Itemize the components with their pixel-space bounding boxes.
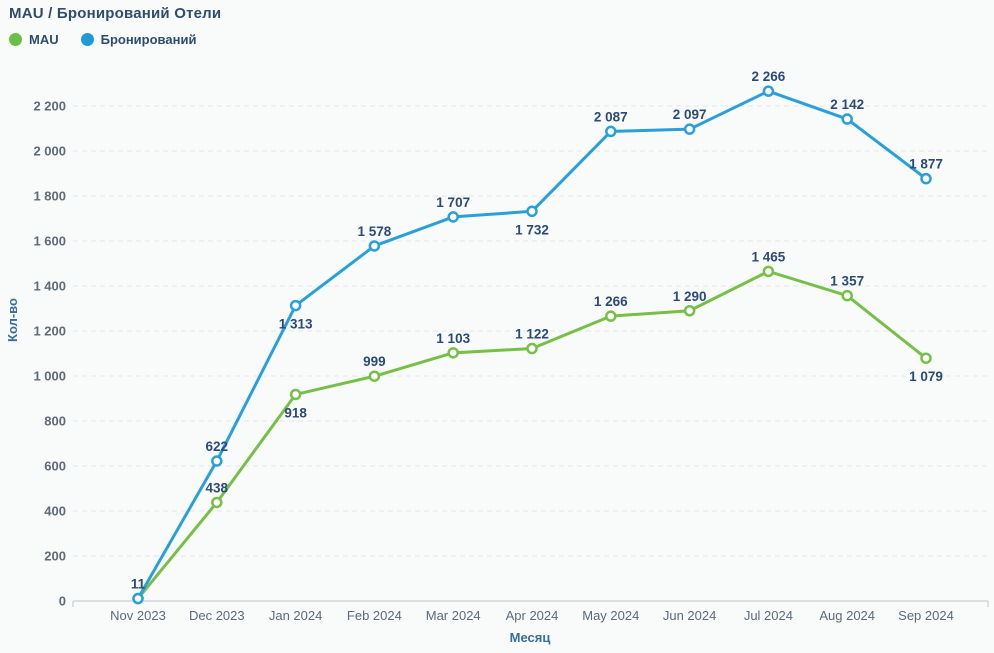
x-tick-label: Jun 2024 [663,608,717,623]
data-label: 1 707 [436,195,470,210]
data-point [211,455,223,467]
x-tick-label: Sep 2024 [898,608,954,623]
data-point [762,85,775,97]
data-point [762,265,775,278]
x-tick-label: Jan 2024 [269,608,323,623]
data-point [841,113,853,125]
y-tick-label: 1 000 [33,369,66,384]
chart-legend: MAU Бронирований [9,32,196,47]
y-tick-label: 1 400 [33,279,66,294]
x-tick-label: Apr 2024 [506,608,559,623]
data-label: 1 357 [830,274,864,289]
y-tick-label: 800 [44,414,66,429]
data-point [447,211,459,223]
y-tick-label: 200 [44,549,66,564]
data-point [132,592,144,605]
data-label: 11 [131,577,146,592]
data-label: 1 266 [594,294,628,309]
series-bookings: 11 622 1 313 1 578 1 707 1 732 2 087 2 097 2 266… [131,69,943,605]
x-tick-label: Aug 2024 [819,608,875,623]
data-label: 438 [206,480,229,495]
data-point [683,305,696,317]
data-label: 1 290 [673,289,707,304]
x-axis-line [72,600,989,607]
data-label: 1 578 [358,224,392,239]
x-tick-label: Mar 2024 [426,608,481,623]
legend-item-mau[interactable]: MAU [9,32,59,47]
data-point [447,347,459,359]
x-tick-label: Nov 2023 [110,608,166,623]
data-label: 1 313 [279,317,313,332]
y-tick-label: 2 200 [33,99,66,114]
y-tick-label: 1 800 [33,189,66,204]
data-point [368,370,381,382]
legend-label: Бронирований [100,32,197,47]
legend-item-bookings[interactable]: Бронирований [80,32,197,47]
x-tick-label: Dec 2023 [189,608,245,623]
data-label: 1 079 [909,369,943,384]
x-axis-title: Месяц [510,630,551,645]
y-tick-label: 0 [59,594,66,609]
data-label: 622 [206,439,229,454]
data-label: 1 732 [515,222,549,237]
y-tick-label: 600 [44,459,66,474]
data-point [920,172,932,185]
y-axis-ticks: 0 200 400 600 800 1 000 1 200 1 400 1 600 1 800 2 … [33,99,66,609]
x-tick-label: Jul 2024 [744,608,793,623]
x-tick-label: Feb 2024 [347,608,402,623]
series-mau-line [136,269,928,601]
data-label: 1 877 [909,157,943,172]
legend-label: MAU [29,32,59,47]
data-point [211,496,223,509]
x-tick-label: May 2024 [582,608,639,623]
data-point [683,123,696,135]
series-mau: 438 918 999 1 103 1 122 1 266 1 290 1 465 1 357 1… [132,249,943,605]
data-label: 2 142 [830,97,864,112]
data-label: 1 465 [752,249,786,264]
y-tick-label: 400 [44,504,66,519]
data-label: 2 087 [594,109,628,124]
data-point [605,310,617,322]
legend-dot-icon [9,33,22,46]
data-label: 2 097 [673,107,707,122]
y-tick-label: 2 000 [33,144,66,159]
x-axis-ticks: Nov 2023 Dec 2023 Jan 2024 Feb 2024 Mar 2024… [110,608,954,623]
legend-dot-icon [80,33,94,46]
data-label: 1 122 [515,327,549,342]
data-point [920,352,932,364]
y-axis-title: Кол-во [5,298,20,342]
data-label: 2 266 [752,69,786,84]
y-tick-label: 1 600 [33,234,66,249]
data-label: 918 [284,405,307,420]
data-point [526,205,538,218]
data-point [841,289,853,302]
y-tick-label: 1 200 [33,324,66,339]
data-label: 999 [363,354,386,369]
chart-title: MAU / Бронирований Отели [9,5,222,22]
data-point [605,125,617,138]
data-point [289,388,302,401]
data-point [289,299,302,312]
data-point [526,342,538,355]
data-label: 1 103 [436,331,470,346]
data-point [368,240,381,252]
